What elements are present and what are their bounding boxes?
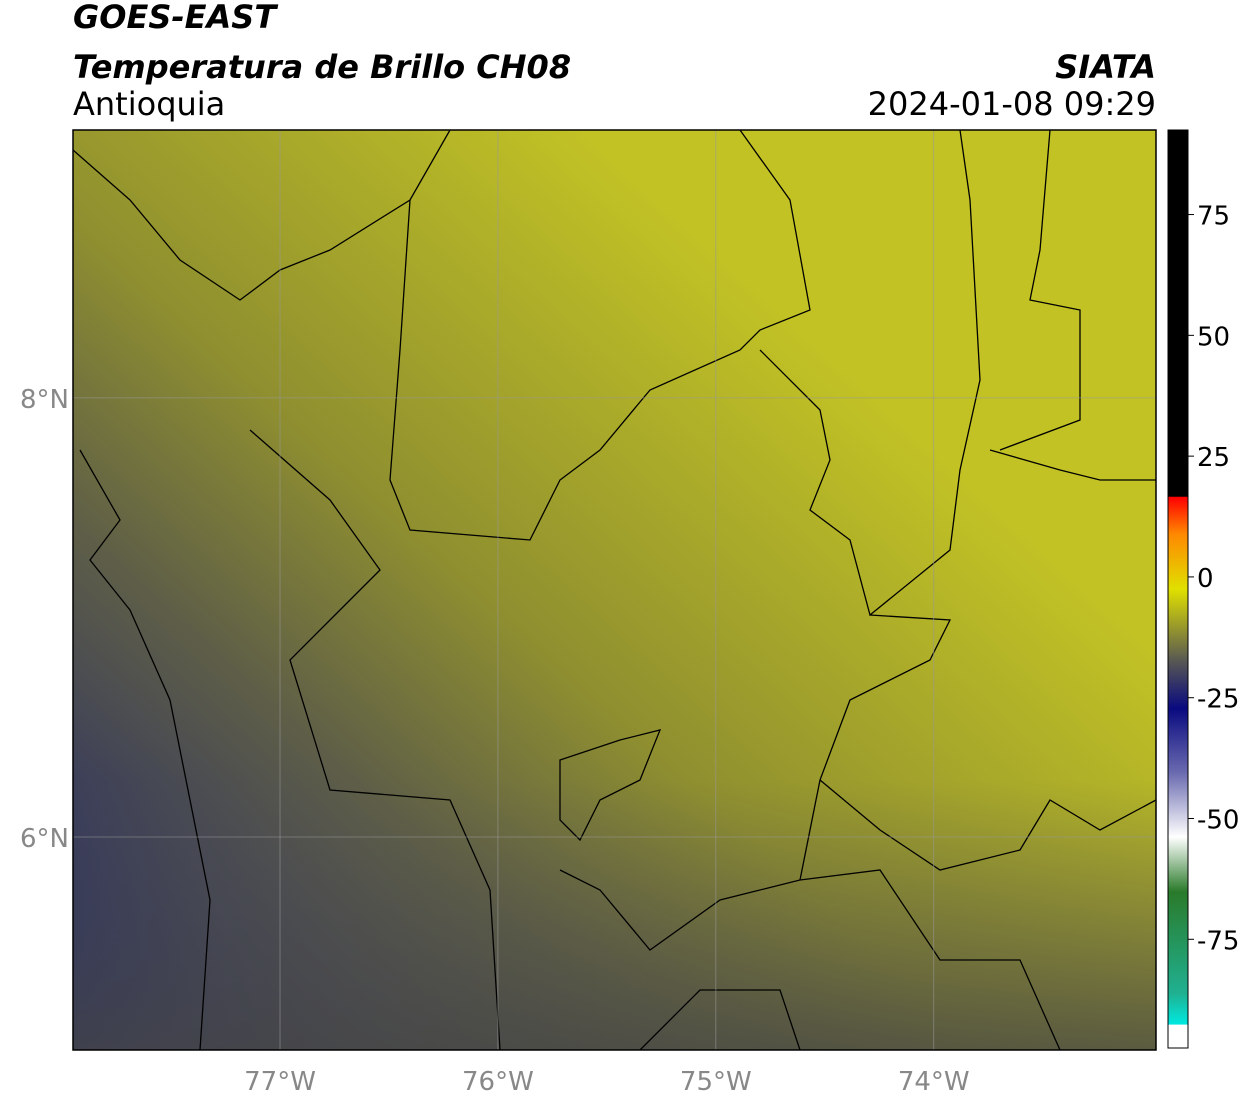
source: SIATA [1055, 48, 1156, 86]
x-tick-label: 74°W [898, 1067, 970, 1097]
colorbar [1167, 129, 1189, 1049]
colorbar-tick-label: 25 [1197, 443, 1230, 473]
colorbar-tick-label: -25 [1197, 685, 1239, 715]
subtitle: Temperatura de Brillo CH08 [73, 48, 571, 86]
y-tick-label: 6°N [20, 824, 69, 854]
x-tick-label: 75°W [680, 1067, 752, 1097]
title: GOES-EAST [73, 0, 278, 36]
x-tick-label: 76°W [462, 1067, 534, 1097]
colorbar-tick-label: 75 [1197, 202, 1230, 232]
boundaries [73, 130, 1156, 1050]
x-tick-label: 77°W [244, 1067, 316, 1097]
datetime: 2024-01-08 09:29 [868, 85, 1156, 123]
map-image [73, 130, 1156, 1050]
colorbar-tick-label: -50 [1197, 806, 1239, 836]
y-tick-label: 8°N [20, 385, 69, 415]
map-frame [72, 129, 1157, 1051]
region: Antioquia [73, 85, 225, 123]
colorbar-tick-label: -75 [1197, 926, 1239, 956]
colorbar-tick-label: 0 [1197, 564, 1214, 594]
colorbar-tick-label: 50 [1197, 322, 1230, 352]
